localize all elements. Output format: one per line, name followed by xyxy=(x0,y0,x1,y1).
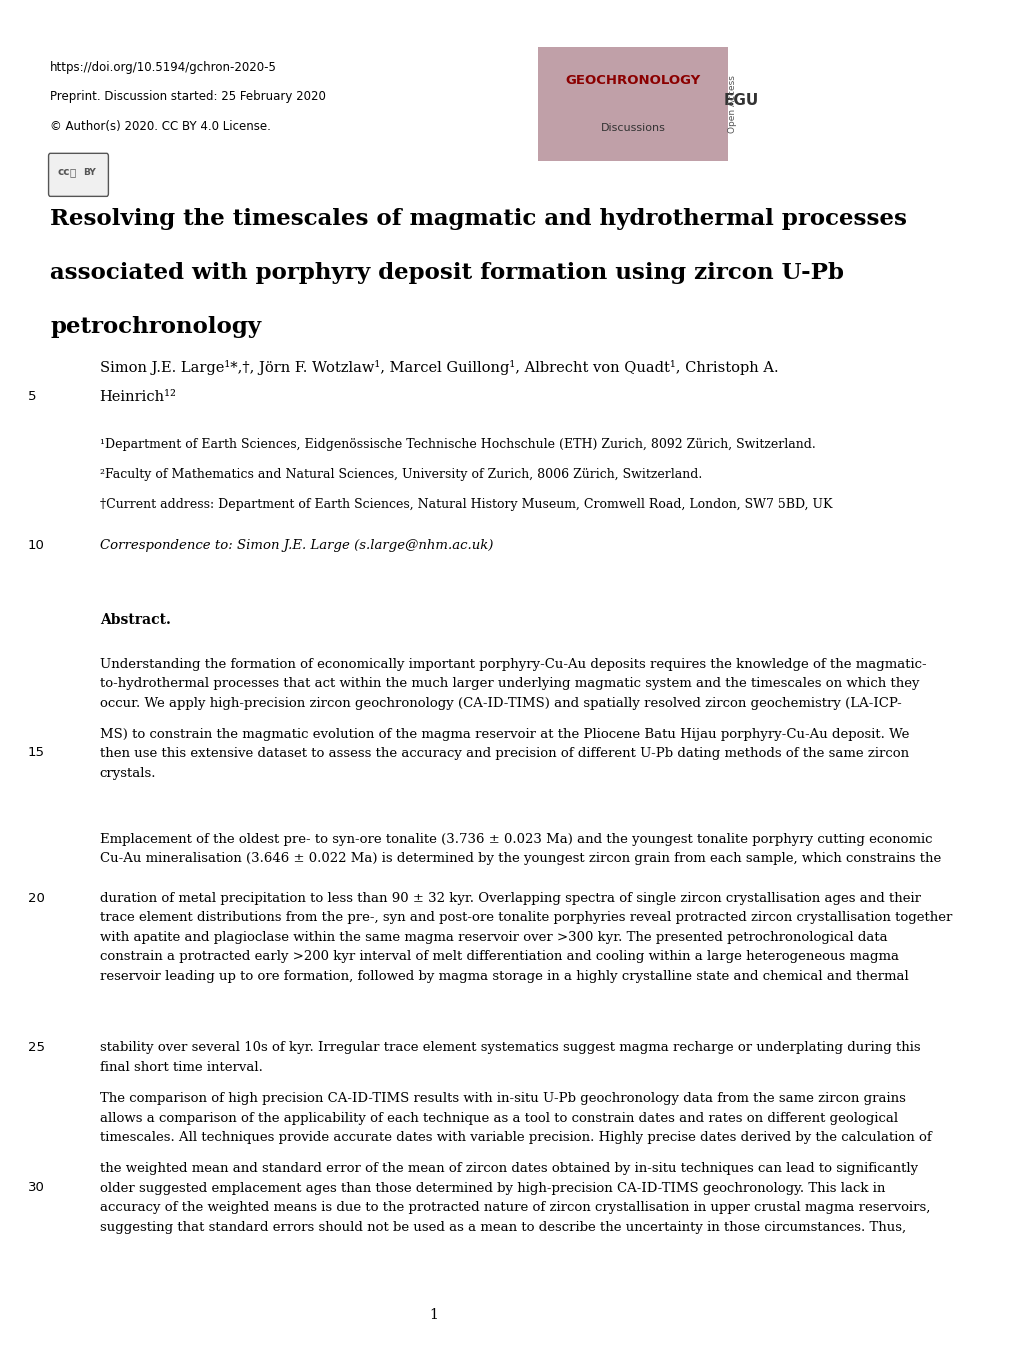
Text: GEOCHRONOLOGY: GEOCHRONOLOGY xyxy=(565,74,700,87)
Text: MS) to constrain the magmatic evolution of the magma reservoir at the Pliocene B: MS) to constrain the magmatic evolution … xyxy=(100,728,908,780)
Text: Heinrich¹²: Heinrich¹² xyxy=(100,390,176,403)
Text: ²Faculty of Mathematics and Natural Sciences, University of Zurich, 8006 Zürich,: ²Faculty of Mathematics and Natural Scie… xyxy=(100,468,701,482)
Text: †Current address: Department of Earth Sciences, Natural History Museum, Cromwell: †Current address: Department of Earth Sc… xyxy=(100,498,832,511)
Text: cc: cc xyxy=(57,167,69,178)
Text: Understanding the formation of economically important porphyry-Cu-Au deposits re: Understanding the formation of economica… xyxy=(100,658,925,710)
Text: BY: BY xyxy=(84,168,96,176)
Text: duration of metal precipitation to less than 90 ± 32 kyr. Overlapping spectra of: duration of metal precipitation to less … xyxy=(100,892,951,983)
Text: 30: 30 xyxy=(28,1181,45,1194)
Text: Open Access: Open Access xyxy=(728,74,737,133)
Text: ⓘ: ⓘ xyxy=(69,167,75,178)
Text: Emplacement of the oldest pre- to syn-ore tonalite (3.736 ± 0.023 Ma) and the yo: Emplacement of the oldest pre- to syn-or… xyxy=(100,833,941,865)
FancyBboxPatch shape xyxy=(49,153,108,196)
Text: Simon J.E. Large¹*,†, Jörn F. Wotzlaw¹, Marcel Guillong¹, Albrecht von Quadt¹, C: Simon J.E. Large¹*,†, Jörn F. Wotzlaw¹, … xyxy=(100,360,777,375)
Text: 20: 20 xyxy=(28,892,45,905)
Text: The comparison of high precision CA-ID-TIMS results with in-situ U-Pb geochronol: The comparison of high precision CA-ID-T… xyxy=(100,1092,930,1145)
Text: 15: 15 xyxy=(28,746,45,760)
FancyBboxPatch shape xyxy=(537,47,728,161)
Text: Preprint. Discussion started: 25 February 2020: Preprint. Discussion started: 25 Februar… xyxy=(50,90,326,104)
Text: ¹Department of Earth Sciences, Eidgenössische Technische Hochschule (ETH) Zurich: ¹Department of Earth Sciences, Eidgenöss… xyxy=(100,438,814,452)
Text: petrochronology: petrochronology xyxy=(50,316,261,338)
Text: 1: 1 xyxy=(429,1309,437,1322)
Text: 5: 5 xyxy=(28,390,37,403)
Text: Resolving the timescales of magmatic and hydrothermal processes: Resolving the timescales of magmatic and… xyxy=(50,208,907,230)
Text: associated with porphyry deposit formation using zircon U-Pb: associated with porphyry deposit formati… xyxy=(50,262,844,284)
Text: EGU: EGU xyxy=(723,93,758,109)
Text: 10: 10 xyxy=(28,539,45,553)
Text: stability over several 10s of kyr. Irregular trace element systematics suggest m: stability over several 10s of kyr. Irreg… xyxy=(100,1041,919,1073)
Text: © Author(s) 2020. CC BY 4.0 License.: © Author(s) 2020. CC BY 4.0 License. xyxy=(50,120,271,133)
Text: https://doi.org/10.5194/gchron-2020-5: https://doi.org/10.5194/gchron-2020-5 xyxy=(50,61,277,74)
Text: the weighted mean and standard error of the mean of zircon dates obtained by in-: the weighted mean and standard error of … xyxy=(100,1162,929,1233)
Text: Correspondence to: Simon J.E. Large (s.large@nhm.ac.uk): Correspondence to: Simon J.E. Large (s.l… xyxy=(100,539,492,553)
Text: Discussions: Discussions xyxy=(600,122,664,133)
Text: 25: 25 xyxy=(28,1041,45,1054)
Text: Abstract.: Abstract. xyxy=(100,613,170,627)
